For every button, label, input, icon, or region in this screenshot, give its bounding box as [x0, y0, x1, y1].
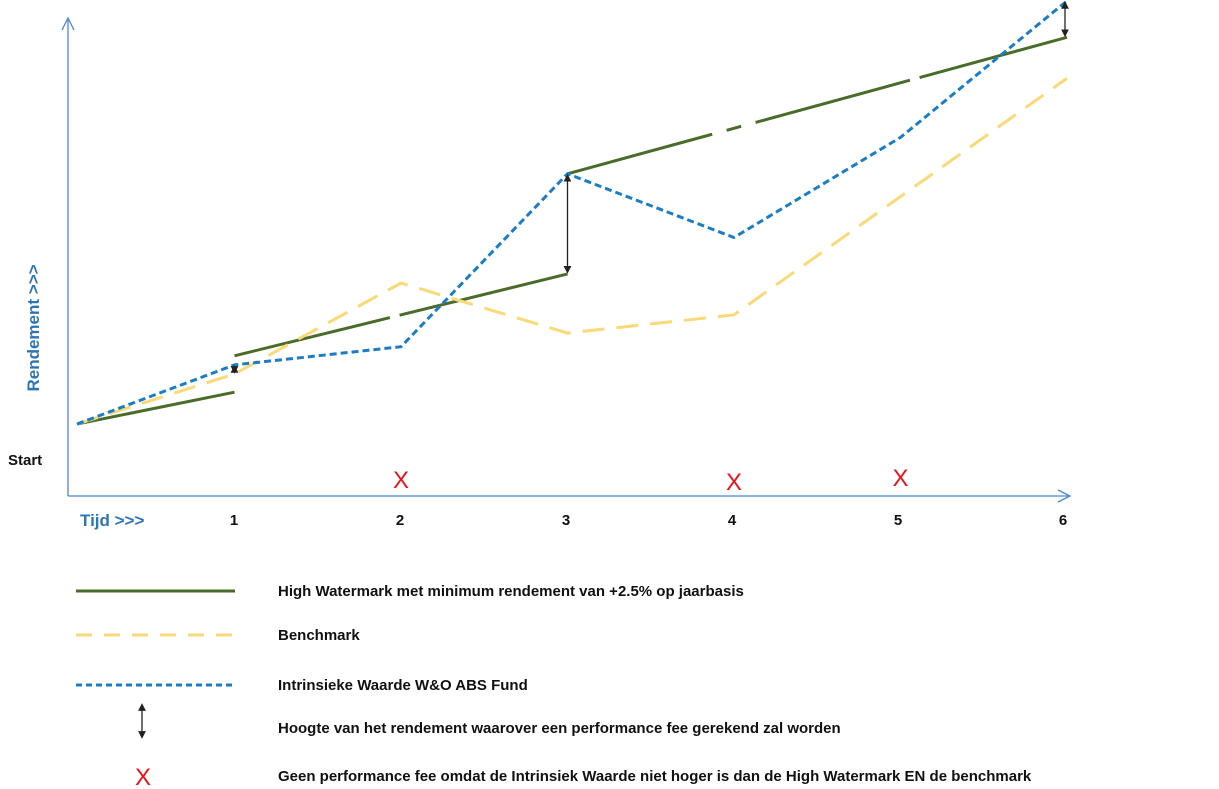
x-tick-1: 1 [230, 512, 238, 529]
watermark-segment-3 [567, 35, 1068, 176]
legend-label-arrow: Hoogte van het rendement waarover een pe… [278, 720, 841, 737]
no-fee-mark-x5: X [892, 465, 908, 492]
x-tick-3: 3 [562, 512, 570, 529]
legend-label-no-fee: Geen performance fee omdat de Intrinsiek… [278, 768, 1032, 785]
x-tick-2: 2 [396, 512, 404, 529]
series-intrinsieke-waarde [76, 0, 1068, 426]
legend-swatch-no-fee: X [135, 764, 151, 789]
y-axis-arrowhead [61, 16, 75, 31]
no-fee-mark-x4: X [726, 469, 742, 496]
x-tick-6: 6 [1059, 512, 1067, 529]
x-axis-arrowhead [1057, 489, 1072, 503]
legend: High Watermark met minimum rendement van… [76, 583, 1032, 789]
series-benchmark [76, 77, 1068, 426]
x-tick-4: 4 [728, 512, 737, 529]
x-tick-5: 5 [894, 512, 902, 529]
x-axis-label: Tijd >>> [80, 511, 144, 530]
start-label: Start [8, 452, 42, 469]
watermark-segment-1 [76, 390, 235, 426]
no-fee-mark-x2: X [393, 467, 409, 494]
fee-arrows [230, 1, 1069, 374]
y-axis-label: Rendement >>> [24, 264, 43, 391]
series-high-watermark [76, 35, 1068, 426]
watermark-segment-2 [234, 272, 568, 358]
legend-label-benchmark: Benchmark [278, 627, 360, 644]
legend-label-watermark: High Watermark met minimum rendement van… [278, 583, 744, 600]
legend-label-fund: Intrinsieke Waarde W&O ABS Fund [278, 677, 528, 694]
